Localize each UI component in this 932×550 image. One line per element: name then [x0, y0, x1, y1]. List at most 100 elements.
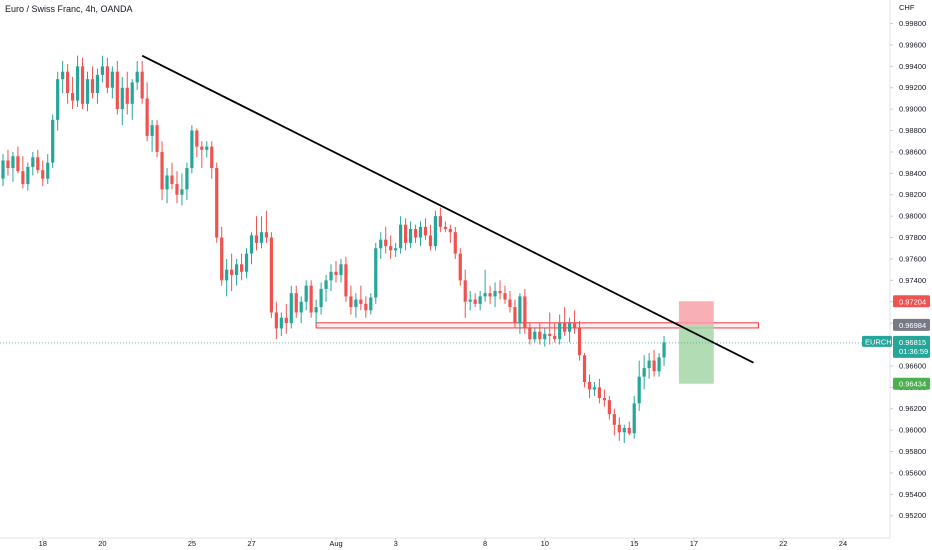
candle — [389, 235, 393, 259]
candle-body — [314, 307, 318, 313]
candle — [563, 307, 567, 336]
candle-body — [264, 232, 269, 238]
candle — [319, 282, 323, 315]
candle-body — [503, 293, 507, 300]
candle — [269, 232, 273, 318]
symbol-text: EURCHF — [865, 337, 897, 346]
y-tick-label: 0.99200 — [899, 83, 926, 92]
candle — [359, 285, 363, 311]
candle-body — [46, 162, 50, 179]
candle-body — [210, 146, 214, 168]
candle — [90, 66, 95, 99]
candle — [568, 317, 572, 343]
candle-body — [458, 253, 462, 281]
candle-body — [488, 293, 492, 297]
candle-body — [274, 312, 278, 329]
candle — [558, 314, 562, 345]
candle — [16, 146, 20, 174]
countdown-text: 01:36:59 — [899, 347, 928, 356]
candle-body — [379, 239, 383, 249]
trendline-group[interactable] — [141, 54, 754, 364]
candle — [478, 291, 482, 311]
candle-body — [632, 403, 636, 434]
current-price-text: 0.96815 — [899, 338, 926, 347]
candle — [115, 60, 119, 115]
candle-body — [1, 160, 5, 179]
candle — [493, 282, 497, 308]
trendline[interactable] — [141, 54, 754, 364]
y-tick-label: 0.95800 — [899, 447, 926, 456]
candle — [51, 114, 55, 168]
candle-body — [185, 167, 189, 190]
candle-body — [225, 269, 229, 281]
candle — [259, 216, 264, 249]
candle-body — [572, 323, 577, 329]
candle-body — [652, 360, 656, 372]
candle-body — [180, 189, 184, 195]
candle-body — [244, 253, 249, 272]
candle — [140, 60, 144, 104]
candle-body — [538, 331, 542, 340]
candle-body — [394, 248, 398, 251]
candle — [75, 55, 80, 107]
candle — [309, 280, 313, 318]
candle-body — [448, 228, 452, 233]
candle — [354, 293, 358, 318]
candle — [6, 149, 10, 176]
candle — [413, 224, 418, 243]
candle — [304, 280, 308, 311]
candle-body — [403, 224, 408, 243]
candle-body — [518, 296, 522, 324]
candle — [379, 232, 383, 259]
candle-body — [354, 299, 358, 308]
y-tick-label: 0.95600 — [899, 468, 926, 477]
y-tick-label: 0.98800 — [899, 126, 926, 135]
candle-body — [140, 71, 144, 99]
candle — [533, 328, 537, 343]
candle — [523, 288, 527, 334]
chart-title: Euro / Swiss Franc, 4h, OANDA — [5, 4, 133, 14]
candle — [403, 218, 408, 251]
candle — [165, 167, 169, 204]
candle-body — [269, 237, 273, 313]
candle-body — [70, 93, 75, 101]
candle-body — [592, 387, 597, 390]
candle — [553, 323, 557, 343]
candle — [433, 210, 438, 251]
candle — [548, 312, 552, 345]
candle-body — [657, 357, 661, 372]
candle — [100, 55, 105, 83]
candle — [135, 60, 139, 90]
candle-body — [205, 146, 209, 150]
candle-body — [170, 175, 174, 185]
y-tick-label: 0.95400 — [899, 490, 926, 499]
candle — [423, 218, 428, 240]
candle-body — [299, 301, 303, 313]
candle — [443, 221, 447, 233]
candle-body — [433, 216, 438, 247]
price-tags: 0.97204 0.96984 0.96434 EURCHF 0.9681501:36:… — [862, 295, 930, 390]
candle-body — [61, 71, 65, 80]
candle-body — [279, 317, 283, 329]
candle-body — [617, 424, 621, 433]
candle — [622, 424, 626, 443]
candle — [274, 301, 278, 340]
candle — [528, 323, 532, 345]
x-tick-label: 18 — [39, 539, 47, 548]
candle-body — [647, 360, 651, 369]
candle-body — [493, 291, 497, 297]
candle — [110, 66, 114, 99]
candle-body — [468, 299, 472, 302]
y-tick-label: 0.98200 — [899, 190, 926, 199]
candle — [463, 269, 467, 318]
candle — [498, 280, 502, 300]
candle — [294, 285, 298, 318]
candle — [662, 335, 666, 366]
candle-body — [56, 79, 60, 120]
candle-body — [637, 376, 641, 404]
y-tick-label: 0.99600 — [899, 40, 926, 49]
candle-body — [558, 323, 562, 340]
